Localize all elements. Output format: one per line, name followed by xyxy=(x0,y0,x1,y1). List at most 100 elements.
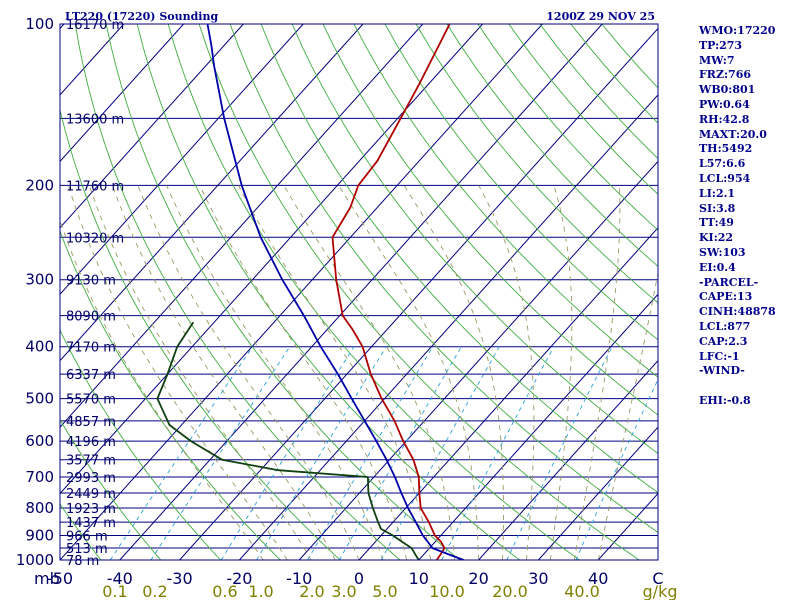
temperature-profile xyxy=(331,24,451,560)
height-label: 1923 m xyxy=(66,502,116,517)
sounding-time: 1200Z 29 NOV 25 xyxy=(546,10,655,23)
index-item: SI:3.8 xyxy=(699,201,736,215)
dry-adiabat xyxy=(60,329,221,560)
index-item: EHI:-0.8 xyxy=(699,393,751,407)
isotherm--110 xyxy=(60,24,184,163)
height-label: 3577 m xyxy=(66,454,116,469)
dry-adiabat xyxy=(322,24,658,416)
dry-adiabat xyxy=(260,24,658,494)
index-item: -WIND- xyxy=(699,364,745,378)
height-label: 513 m xyxy=(66,542,108,557)
pressure-label: 1000 xyxy=(16,551,54,569)
pressure-label: 600 xyxy=(25,432,54,450)
mixing-ratio-label: 20.0 xyxy=(492,582,528,600)
mixing-ratio-line xyxy=(307,346,434,560)
isotherm-20 xyxy=(478,359,658,560)
isotherm--100 xyxy=(60,24,244,229)
moist-adiabat xyxy=(478,185,535,560)
sounding-profiles xyxy=(156,24,465,560)
mixing-ratio-label: 2.0 xyxy=(299,582,324,600)
height-label: 78 m xyxy=(66,554,99,569)
moist-adiabat xyxy=(111,185,336,560)
x-axis-label: mb xyxy=(34,569,60,588)
index-item: KI:22 xyxy=(699,231,734,245)
moist-adiabat xyxy=(166,185,384,560)
isotherm--30 xyxy=(179,27,658,560)
mixing-ratio-label: 5.0 xyxy=(372,582,397,600)
moist-adiabat xyxy=(67,185,288,560)
index-item: MAXT:20.0 xyxy=(699,127,767,141)
temperature-tick-label: 20 xyxy=(468,569,488,588)
height-label: 6337 m xyxy=(66,368,116,383)
moist-adiabat xyxy=(60,219,264,560)
isotherm--10 xyxy=(298,160,658,560)
height-label: 13600 m xyxy=(66,112,124,127)
isotherm--80 xyxy=(60,24,364,362)
pressure-label: 200 xyxy=(25,176,54,194)
mixing-ratio-label: 0.1 xyxy=(102,582,127,600)
index-item: WB0:801 xyxy=(699,83,756,97)
index-item: PW:0.64 xyxy=(699,97,750,111)
index-item: LFC:-1 xyxy=(699,349,740,363)
stability-indices: WMO:17220 TP:273 MW:7 FRZ:766 WB0:801 PW:0.64… xyxy=(699,24,776,409)
pressure-label: 800 xyxy=(25,499,54,517)
moist-adiabat xyxy=(237,185,432,560)
height-label: 2993 m xyxy=(66,471,116,486)
temperature-tick-label: -50 xyxy=(47,569,73,588)
mixing-ratio-line xyxy=(110,346,253,560)
pressure-label: 300 xyxy=(25,271,54,289)
index-item: LCL:954 xyxy=(699,171,751,185)
dry-adiabat xyxy=(60,107,341,560)
temperature-tick-label: 30 xyxy=(528,569,548,588)
isotherm--70 xyxy=(60,24,424,428)
index-item: MW:7 xyxy=(699,53,735,67)
dry-adiabat xyxy=(198,24,640,560)
height-label: 4196 m xyxy=(66,435,116,450)
index-item: SW:103 xyxy=(699,245,746,259)
moist-adiabat xyxy=(573,185,621,560)
index-item: CAP:2.3 xyxy=(699,334,748,348)
index-item: FRZ:766 xyxy=(699,68,752,82)
moist-adiabat xyxy=(338,185,480,560)
dry-adiabat xyxy=(60,229,281,560)
moist-adiabat xyxy=(199,185,408,560)
isotherm--60 xyxy=(60,24,483,495)
index-item: TP:273 xyxy=(699,38,743,52)
mixing-ratio-label: 0.2 xyxy=(142,582,167,600)
pressure-label: 500 xyxy=(25,390,54,408)
height-label: 1437 m xyxy=(66,516,116,531)
height-label: 4857 m xyxy=(66,415,116,430)
dry-adiabat xyxy=(167,24,580,560)
temperature-tick-label: 10 xyxy=(409,569,429,588)
background-grid xyxy=(60,24,658,560)
temperature-tick-label: C xyxy=(652,569,663,588)
temperature-tick-label: 40 xyxy=(588,569,608,588)
dry-adiabat xyxy=(291,24,658,455)
moist-adiabat xyxy=(597,270,658,560)
height-label: 10320 m xyxy=(66,231,124,246)
height-label: 2449 m xyxy=(66,487,116,502)
isotherm-10 xyxy=(418,293,658,560)
dry-adiabat xyxy=(229,24,658,533)
moist-adiabat xyxy=(88,185,312,560)
height-label: 9130 m xyxy=(66,274,116,289)
mixing-ratio-line xyxy=(256,346,387,560)
mixing-ratio-line xyxy=(575,378,658,560)
plot-frame xyxy=(59,23,659,561)
index-item: -PARCEL- xyxy=(699,275,759,289)
dry-adiabat xyxy=(384,24,658,341)
dry-adiabat xyxy=(60,503,102,560)
mixing-ratio-line xyxy=(150,346,291,560)
height-label: 16170 m xyxy=(66,18,124,33)
mixing-ratio-unit: g/kg xyxy=(643,582,678,600)
index-item xyxy=(699,379,776,394)
temperature-tick-label: -20 xyxy=(226,569,252,588)
pressure-label: 400 xyxy=(25,338,54,356)
height-label: 966 m xyxy=(66,529,108,544)
mixing-ratio-label: 40.0 xyxy=(564,582,600,600)
index-item: TH:5492 xyxy=(699,142,753,156)
mixing-ratio-line xyxy=(441,346,555,560)
pressure-label: 700 xyxy=(25,468,54,486)
